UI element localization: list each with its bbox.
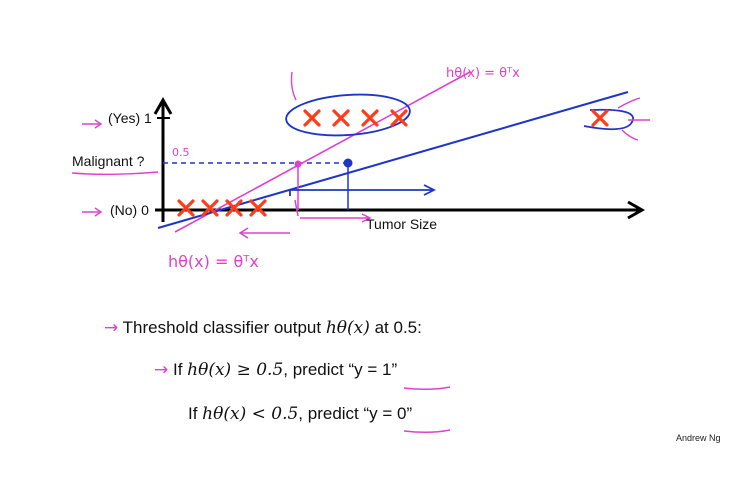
threshold-tick-label: 0.5 [172, 146, 190, 159]
rule-one-post: , predict “y = 1” [283, 360, 398, 379]
blue-threshold-point [343, 158, 353, 168]
data-point-cross [201, 199, 219, 217]
threshold-text-pre: Threshold classifier output [122, 318, 326, 337]
x-axis-label: Tumor Size [366, 216, 438, 232]
data-point-cross [390, 109, 408, 127]
pink-hypothesis-line [174, 71, 471, 233]
blue-right-arrowhead [423, 184, 437, 196]
hypothesis-annotation-top: hθ(x) = θᵀx [446, 66, 520, 81]
rule-zero-math: hθ(x) < 0.5 [202, 404, 299, 424]
threshold-line: → Threshold classifier output hθ(x) at 0… [104, 318, 422, 338]
malignant-underline [71, 171, 159, 175]
left-pointer-no [82, 207, 103, 217]
pink-left-arrowhead [238, 227, 249, 239]
pointer-arrow-icon: → [104, 318, 119, 338]
upper-cluster-ellipse [285, 93, 411, 137]
rule-predict-zero: If hθ(x) < 0.5, predict “y = 0” [188, 404, 412, 424]
author-credit: Andrew Ng [676, 433, 721, 443]
data-point-cross [361, 109, 379, 127]
pink-right-arrowhead [361, 213, 372, 223]
data-point-cross [591, 109, 609, 127]
outlier-ellipse [583, 108, 634, 131]
cluster-pointer [290, 71, 297, 101]
y-axis-arrow-icon [153, 96, 173, 115]
y-axis-label: Malignant ? [72, 153, 145, 169]
outlier-pointer-bot [621, 129, 639, 141]
rule-one-pre: If [172, 360, 188, 379]
outlier-pointer-top [617, 97, 641, 109]
data-point-cross [225, 199, 243, 217]
pink-threshold-point [294, 160, 302, 168]
y-yes-label: (Yes) 1 [108, 110, 152, 126]
blue-right-arrow [289, 189, 432, 196]
pointer-arrow-icon: → [154, 360, 169, 380]
threshold-text-post: at 0.5: [369, 318, 422, 337]
rule-one-math: hθ(x) ≥ 0.5 [187, 360, 284, 380]
rule-predict-one: → If hθ(x) ≥ 0.5, predict “y = 1” [154, 360, 397, 380]
data-point-cross [303, 109, 321, 127]
rule-zero-pre: If [188, 404, 203, 423]
data-point-cross [332, 109, 350, 127]
data-point-cross [177, 199, 195, 217]
pink-bracket-left [294, 199, 299, 217]
rule-zero-post: , predict “y = 0” [298, 404, 413, 423]
data-point-cross [249, 199, 267, 217]
x-axis-arrow-icon [627, 200, 646, 220]
y-no-label: (No) 0 [110, 202, 149, 218]
hypothesis-annotation-bottom: hθ(x) = θᵀx [168, 252, 259, 271]
left-pointer-yes [82, 119, 103, 129]
threshold-text-math: hθ(x) [325, 318, 370, 338]
